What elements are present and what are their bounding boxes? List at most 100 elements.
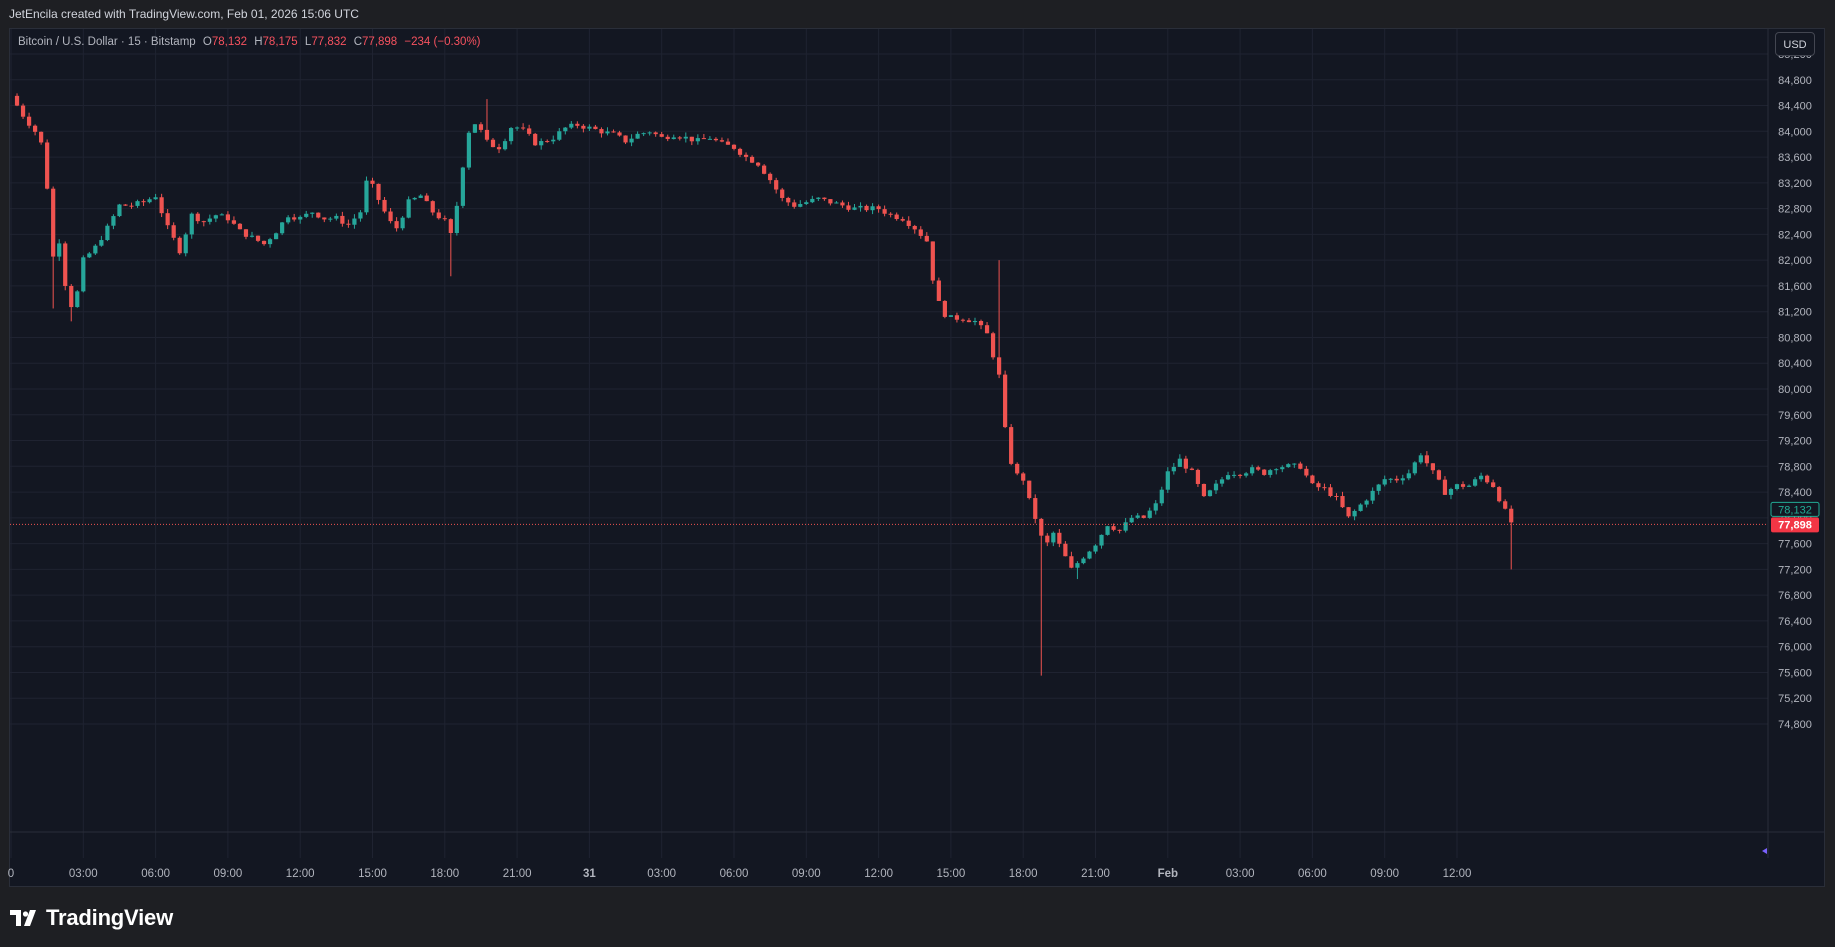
candle[interactable] [490, 139, 496, 148]
candle[interactable] [731, 144, 737, 149]
candle[interactable] [545, 141, 550, 143]
candle[interactable] [346, 223, 351, 225]
candle[interactable] [846, 205, 851, 210]
candle[interactable] [1201, 483, 1207, 497]
candle[interactable] [1334, 496, 1339, 498]
candle[interactable] [1262, 469, 1267, 475]
candle[interactable] [557, 131, 562, 140]
currency-button[interactable]: USD [1775, 32, 1815, 56]
candle[interactable] [1286, 464, 1291, 468]
candle[interactable] [1039, 518, 1044, 536]
candle[interactable] [448, 219, 453, 234]
candle[interactable] [153, 197, 158, 200]
candle[interactable] [14, 95, 20, 106]
candle[interactable] [1003, 374, 1008, 428]
candle[interactable] [93, 245, 98, 254]
candle[interactable] [990, 333, 996, 358]
candle[interactable] [364, 180, 369, 213]
candle[interactable] [834, 202, 839, 204]
candle[interactable] [1268, 470, 1273, 475]
candle[interactable] [882, 209, 887, 214]
candle[interactable] [424, 195, 429, 202]
candle[interactable] [719, 140, 725, 142]
candle[interactable] [972, 320, 978, 323]
candle[interactable] [1165, 471, 1170, 490]
candle[interactable] [1129, 517, 1134, 523]
candle[interactable] [1250, 467, 1255, 474]
candle[interactable] [894, 214, 899, 220]
candle[interactable] [177, 237, 182, 254]
candle[interactable] [1135, 515, 1140, 518]
candle[interactable] [689, 136, 694, 142]
candle[interactable] [508, 128, 514, 142]
candle[interactable] [665, 136, 670, 140]
candle[interactable] [135, 201, 140, 206]
candle[interactable] [1015, 463, 1020, 474]
candle[interactable] [430, 201, 435, 213]
candle[interactable] [261, 240, 267, 245]
candle[interactable] [1280, 467, 1285, 470]
candle[interactable] [334, 215, 339, 219]
candle[interactable] [1183, 458, 1188, 469]
candle[interactable] [822, 197, 827, 200]
candle[interactable] [81, 257, 86, 292]
chart-frame[interactable] [9, 28, 1825, 887]
candle[interactable] [63, 243, 68, 286]
candle[interactable] [1123, 522, 1128, 531]
candle[interactable] [1231, 474, 1237, 476]
candle[interactable] [147, 199, 152, 203]
candle[interactable] [472, 124, 478, 133]
candle[interactable] [159, 197, 164, 214]
candle[interactable] [1466, 485, 1472, 487]
candle[interactable] [900, 219, 905, 221]
scroll-marker-icon[interactable] [1762, 848, 1767, 854]
candle[interactable] [39, 131, 44, 143]
candle[interactable] [1310, 475, 1315, 484]
candle[interactable] [111, 216, 116, 226]
candle[interactable] [1454, 484, 1460, 490]
candle[interactable] [406, 199, 411, 218]
candle[interactable] [997, 357, 1002, 375]
candle[interactable] [376, 183, 381, 200]
candle[interactable] [912, 225, 917, 230]
candle[interactable] [1503, 501, 1508, 509]
candle[interactable] [563, 127, 568, 132]
candle[interactable] [924, 235, 929, 242]
candle[interactable] [587, 126, 592, 129]
candle[interactable] [267, 239, 273, 245]
candle[interactable] [1400, 478, 1405, 481]
candle[interactable] [1442, 479, 1448, 495]
candle[interactable] [340, 215, 345, 224]
candle[interactable] [653, 132, 658, 135]
candle[interactable] [171, 225, 176, 238]
candle[interactable] [454, 205, 459, 234]
candle[interactable] [99, 240, 104, 246]
candle[interactable] [768, 173, 773, 181]
candle[interactable] [1364, 500, 1369, 505]
candle[interactable] [575, 123, 580, 126]
candle[interactable] [1105, 526, 1110, 535]
candle[interactable] [1406, 473, 1411, 479]
candle[interactable] [1057, 532, 1062, 544]
candle[interactable] [533, 133, 538, 146]
candle[interactable] [1081, 558, 1086, 564]
candle[interactable] [213, 215, 218, 219]
candle[interactable] [659, 134, 664, 137]
candle[interactable] [165, 213, 170, 226]
candle[interactable] [1238, 474, 1243, 476]
candle[interactable] [725, 141, 731, 145]
candle[interactable] [69, 285, 74, 308]
candle[interactable] [1177, 458, 1182, 467]
candle[interactable] [683, 136, 688, 139]
candle[interactable] [527, 128, 532, 134]
candle[interactable] [255, 235, 261, 241]
candle[interactable] [1418, 455, 1423, 463]
candle[interactable] [840, 202, 845, 206]
candle[interactable] [189, 213, 194, 235]
candle[interactable] [484, 129, 490, 140]
candle[interactable] [792, 202, 797, 207]
candle[interactable] [1153, 503, 1158, 511]
candle[interactable] [804, 202, 809, 205]
candle[interactable] [780, 189, 785, 198]
